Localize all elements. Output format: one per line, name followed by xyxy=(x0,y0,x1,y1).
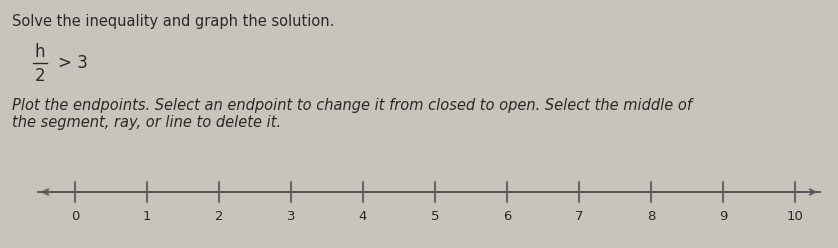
Text: 7: 7 xyxy=(575,210,583,223)
Text: 9: 9 xyxy=(719,210,727,223)
Text: Plot the endpoints. Select an endpoint to change it from closed to open. Select : Plot the endpoints. Select an endpoint t… xyxy=(12,98,692,113)
Text: 6: 6 xyxy=(503,210,511,223)
Text: 4: 4 xyxy=(359,210,367,223)
Text: 10: 10 xyxy=(787,210,804,223)
Text: Solve the inequality and graph the solution.: Solve the inequality and graph the solut… xyxy=(12,14,334,29)
Text: h: h xyxy=(34,43,45,61)
Text: 3: 3 xyxy=(287,210,295,223)
Text: 5: 5 xyxy=(431,210,439,223)
Text: 2: 2 xyxy=(215,210,223,223)
Text: > 3: > 3 xyxy=(58,54,88,72)
Text: the segment, ray, or line to delete it.: the segment, ray, or line to delete it. xyxy=(12,115,281,130)
Text: 1: 1 xyxy=(142,210,151,223)
Text: 2: 2 xyxy=(34,67,45,85)
Text: 8: 8 xyxy=(647,210,655,223)
Text: 0: 0 xyxy=(71,210,79,223)
